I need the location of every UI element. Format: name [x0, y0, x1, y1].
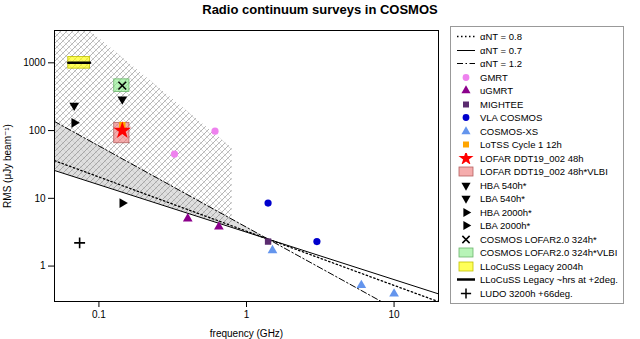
html-text:MIGHTEE: MIGHTEE — [480, 98, 524, 110]
svg-text:1: 1 — [244, 309, 250, 320]
html-text:LOFAR DDT19_002 48h*VLBI: LOFAR DDT19_002 48h*VLBI — [480, 166, 608, 177]
html-text:αNT = 0.7: αNT = 0.7 — [480, 44, 522, 56]
html-text:LLoCuSS Legacy 2004h: LLoCuSS Legacy 2004h — [480, 260, 583, 272]
svg-text:RMS (μJy beam⁻¹): RMS (μJy beam⁻¹) — [2, 124, 13, 208]
html-text:αNT = 1.2: αNT = 1.2 — [480, 58, 522, 69]
html-text:GMRT: GMRT — [480, 71, 508, 83]
html-text:Radio continuum surveys in COS: Radio continuum surveys in COSMOS — [202, 2, 438, 17]
svg-text:frequency (GHz): frequency (GHz) — [210, 328, 283, 339]
html-text:LoTSS Cycle 1 12h: LoTSS Cycle 1 12h — [480, 139, 562, 150]
svg-text:1: 1 — [40, 260, 46, 271]
html-text:LOFAR DDT19_002 48h: LOFAR DDT19_002 48h — [480, 152, 584, 164]
html-text:VLA COSMOS: VLA COSMOS — [480, 112, 543, 123]
html-text:HBA 540h*: HBA 540h* — [480, 179, 527, 191]
svg-text:1000: 1000 — [23, 57, 46, 68]
html-text:αNT = 0.8: αNT = 0.8 — [480, 31, 522, 42]
html-text:COSMOS-XS: COSMOS-XS — [480, 125, 539, 137]
svg-text:0.1: 0.1 — [92, 309, 106, 320]
html-text:COSMOS LOFAR2.0 324h*VLBI: COSMOS LOFAR2.0 324h*VLBI — [480, 247, 618, 258]
html-text:COSMOS LOFAR2.0 324h*: COSMOS LOFAR2.0 324h* — [480, 233, 597, 245]
html-text:LBA 540h*: LBA 540h* — [480, 193, 525, 204]
html-text:LUDO 3200h +66deg.: LUDO 3200h +66deg. — [480, 287, 573, 299]
svg-text:10: 10 — [34, 193, 46, 204]
html-text:uGMRT: uGMRT — [480, 85, 514, 96]
html-text:LBA 2000h*: LBA 2000h* — [480, 220, 531, 231]
html-text:HBA 2000h*: HBA 2000h* — [480, 206, 532, 218]
svg-text:100: 100 — [29, 125, 46, 136]
html-text:LLoCuSS Legacy ~hrs at +2deg.: LLoCuSS Legacy ~hrs at +2deg. — [480, 274, 618, 285]
svg-text:10: 10 — [389, 309, 401, 320]
